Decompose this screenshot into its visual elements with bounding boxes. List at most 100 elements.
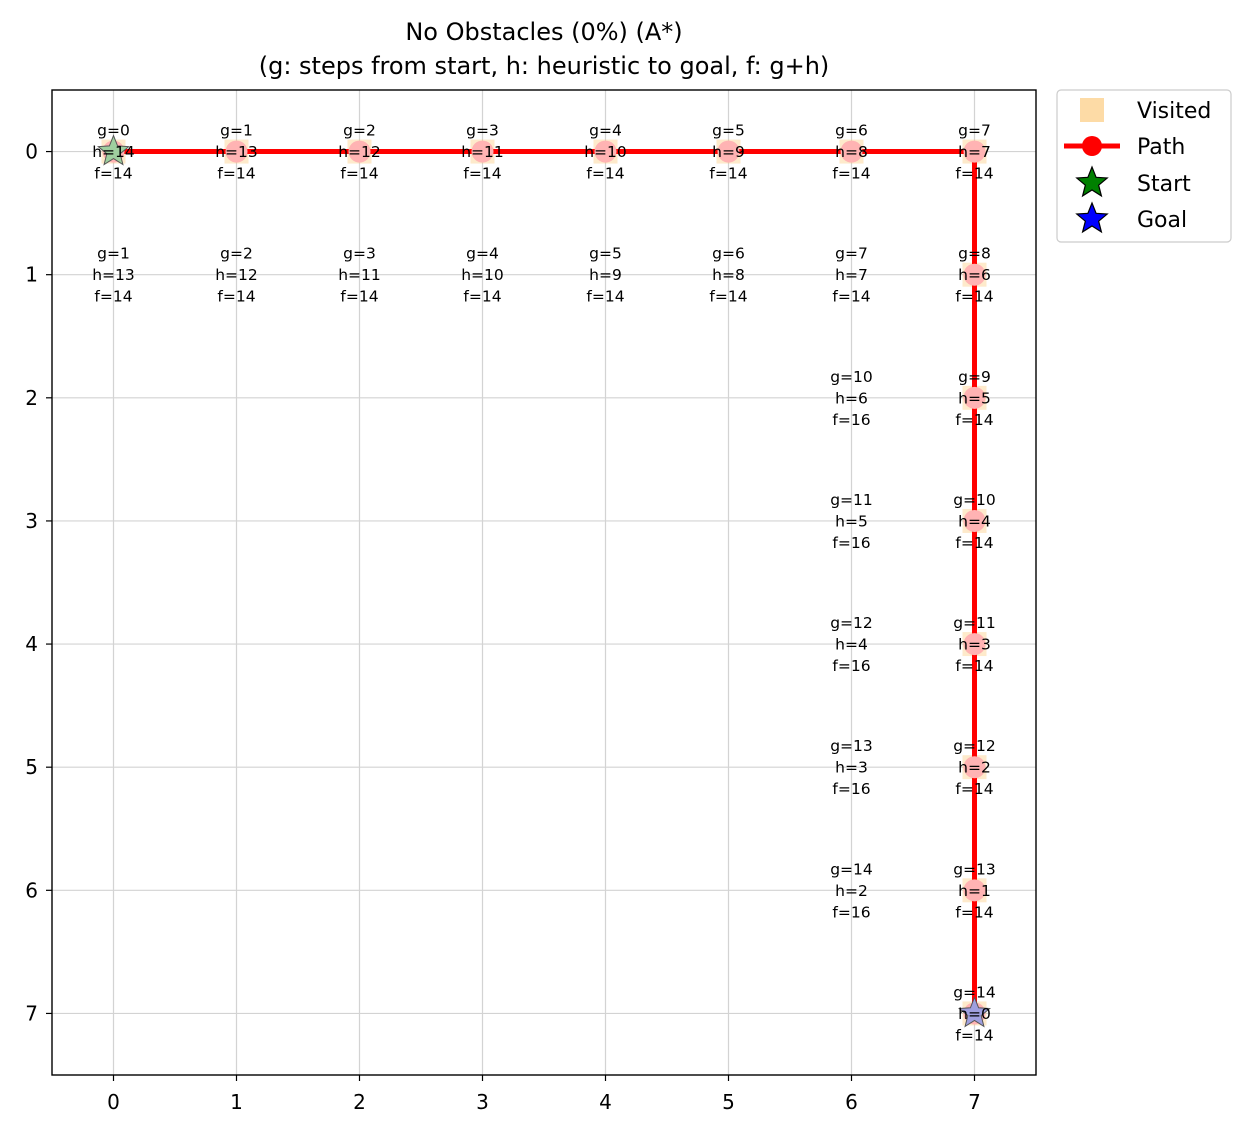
cell-label-h: h=4 (958, 512, 991, 530)
y-tick-label: 0 (25, 140, 38, 164)
cell-label-f: f=14 (340, 288, 378, 306)
cell-label-g: g=3 (466, 122, 499, 140)
cell-label-f: f=14 (955, 411, 993, 429)
cell-label-h: h=12 (338, 143, 381, 161)
goal-marker (957, 996, 992, 1028)
cell-cost-labels: g=0 h=14 f=14 g=1 h=13 f=14 g=2 h=12 f=14 g=3 h=11… (92, 122, 996, 1045)
cell-label-h: h=7 (958, 143, 991, 161)
cell-label-g: g=11 (830, 491, 873, 509)
cell-label-g: g=4 (589, 122, 622, 140)
cell-label-g: g=11 (953, 614, 996, 632)
cell-label-f: f=14 (832, 288, 870, 306)
cell-label-g: g=1 (220, 122, 253, 140)
cell-label-h: h=2 (835, 882, 868, 900)
x-tick-label: 7 (968, 1090, 981, 1114)
legend-label-goal: Goal (1137, 208, 1187, 233)
cell-label-f: f=14 (463, 165, 501, 183)
y-tick-label: 7 (25, 1001, 38, 1025)
cell-label-f: f=14 (955, 657, 993, 675)
endpoint-markers (96, 134, 992, 1028)
path-point (963, 509, 986, 532)
cell-label-g: g=14 (953, 983, 996, 1001)
path-point (963, 633, 986, 656)
path-point (963, 879, 986, 902)
cell-label-f: f=16 (832, 780, 870, 798)
cell-label-f: f=14 (463, 288, 501, 306)
x-tick-label: 0 (107, 1090, 120, 1114)
y-tick-label: 2 (25, 386, 38, 410)
cell-label-g: g=10 (953, 491, 996, 509)
cell-label-g: g=14 (830, 860, 873, 878)
cell-label-g: g=3 (343, 245, 376, 263)
x-tick-label: 4 (599, 1090, 612, 1114)
cell-label-f: f=14 (955, 288, 993, 306)
y-tick-label: 4 (25, 632, 38, 656)
x-tick-label: 5 (722, 1090, 735, 1114)
cell-label-f: f=14 (955, 165, 993, 183)
cell-label-g: g=12 (953, 737, 996, 755)
legend-box (1056, 89, 1232, 243)
cell-label-h: h=1 (958, 882, 991, 900)
path-point (963, 756, 986, 779)
cell-label-g: g=1 (97, 245, 130, 263)
path-point (594, 140, 617, 163)
legend-start-star (1075, 165, 1109, 198)
cell-label-f: f=16 (832, 903, 870, 921)
legend-path-point (1082, 136, 1102, 156)
cell-label-h: h=0 (958, 1005, 991, 1023)
cell-label-f: f=14 (217, 165, 255, 183)
legend-label-path: Path (1137, 135, 1185, 160)
cell-label-h: h=3 (958, 636, 991, 654)
path-point (717, 140, 740, 163)
cell-label-g: g=12 (830, 614, 873, 632)
cell-label-f: f=14 (955, 534, 993, 552)
cell-label-f: f=14 (955, 1026, 993, 1044)
cell-label-g: g=4 (466, 245, 499, 263)
path-point (840, 140, 863, 163)
plot-frame (51, 89, 1037, 1076)
cell-label-f: f=14 (955, 780, 993, 798)
legend-goal-star (1075, 201, 1109, 234)
cell-label-h: h=13 (92, 266, 135, 284)
cell-label-h: h=10 (461, 266, 504, 284)
cell-label-g: g=13 (953, 860, 996, 878)
y-tick-label: 5 (25, 755, 38, 779)
cell-label-h: h=13 (215, 143, 258, 161)
path-point (963, 386, 986, 409)
cell-label-h: h=10 (584, 143, 627, 161)
x-tick-label: 1 (230, 1090, 243, 1114)
cell-label-f: f=16 (832, 534, 870, 552)
y-tick-label: 6 (25, 878, 38, 902)
cell-label-h: h=9 (589, 266, 622, 284)
cell-label-f: f=14 (832, 165, 870, 183)
cell-label-g: g=7 (958, 122, 991, 140)
cell-label-f: f=16 (832, 411, 870, 429)
cell-label-g: g=2 (220, 245, 253, 263)
grid-lines (52, 90, 1036, 1075)
cell-label-h: h=5 (958, 389, 991, 407)
axis-ticks: 0 1 2 3 4 5 6 7 0 1 2 3 4 5 6 7 (25, 140, 981, 1114)
cell-label-g: g=6 (712, 245, 745, 263)
cell-label-f: f=14 (586, 288, 624, 306)
cell-label-h: h=3 (835, 759, 868, 777)
path-point (963, 140, 986, 163)
cell-label-g: g=6 (835, 122, 868, 140)
cell-label-f: f=14 (94, 288, 132, 306)
cell-label-f: f=14 (709, 288, 747, 306)
cell-label-g: g=0 (97, 122, 130, 140)
cell-label-h: h=11 (338, 266, 381, 284)
cell-label-h: h=9 (712, 143, 745, 161)
path-point (471, 140, 494, 163)
cell-label-h: h=11 (461, 143, 504, 161)
cell-label-h: h=2 (958, 759, 991, 777)
cell-label-g: g=10 (830, 368, 873, 386)
cell-label-h: h=4 (835, 636, 868, 654)
x-tick-label: 3 (476, 1090, 489, 1114)
cell-label-h: h=6 (835, 389, 868, 407)
legend-label-start: Start (1137, 172, 1191, 197)
legend-label-visited: Visited (1137, 99, 1211, 124)
cell-label-g: g=8 (958, 245, 991, 263)
cell-label-h: h=8 (712, 266, 745, 284)
x-tick-label: 2 (353, 1090, 366, 1114)
path-point (963, 263, 986, 286)
